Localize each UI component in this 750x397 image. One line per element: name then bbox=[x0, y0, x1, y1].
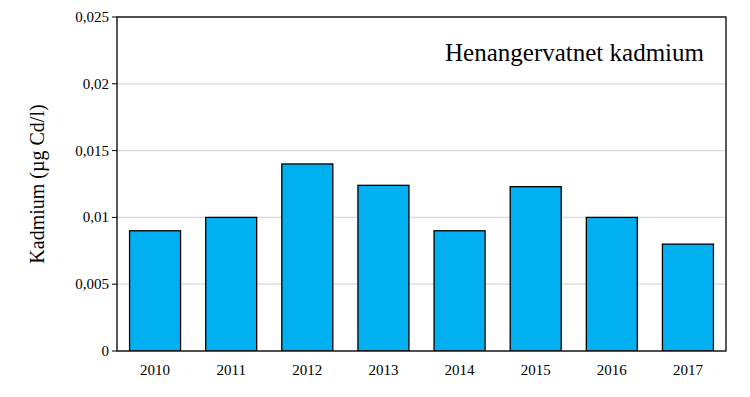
y-tick-label: 0,02 bbox=[83, 76, 109, 92]
x-tick-label: 2013 bbox=[368, 362, 398, 378]
tick-mark bbox=[112, 217, 117, 218]
tick-mark bbox=[112, 83, 117, 84]
background bbox=[0, 0, 750, 397]
tick-mark bbox=[112, 150, 117, 151]
bar bbox=[434, 231, 485, 351]
x-tick-label: 2010 bbox=[140, 362, 170, 378]
x-tick-label: 2012 bbox=[292, 362, 322, 378]
y-tick-label: 0,01 bbox=[83, 209, 109, 225]
bar bbox=[510, 187, 561, 351]
x-tick-label: 2017 bbox=[673, 362, 704, 378]
x-tick-label: 2014 bbox=[445, 362, 476, 378]
y-axis-label: Kadmium (µg Cd/l) bbox=[26, 104, 49, 263]
y-tick-label: 0,005 bbox=[75, 276, 109, 292]
bars bbox=[130, 164, 714, 351]
chart-container: 0 0,005 0,01 0,015 0,02 0,025 2010 2011 2012 2013… bbox=[0, 0, 750, 397]
grid-line bbox=[117, 150, 726, 151]
x-tick-label: 2015 bbox=[521, 362, 551, 378]
y-tick-label: 0,015 bbox=[75, 143, 109, 159]
grid-line bbox=[117, 83, 726, 84]
bar bbox=[130, 231, 181, 351]
chart-title: Henangervatnet kadmium bbox=[445, 39, 704, 66]
chart-svg: 0 0,005 0,01 0,015 0,02 0,025 2010 2011 2012 2013… bbox=[0, 0, 750, 397]
plot-frame bbox=[117, 17, 726, 351]
bar bbox=[586, 217, 637, 351]
tick-mark bbox=[112, 284, 117, 285]
bar bbox=[358, 185, 409, 351]
y-tick-label: 0,025 bbox=[75, 9, 109, 25]
tick-mark bbox=[112, 17, 117, 18]
tick-mark bbox=[112, 351, 117, 352]
bar bbox=[662, 244, 713, 351]
bar bbox=[206, 217, 257, 351]
x-tick-label: 2016 bbox=[597, 362, 628, 378]
bar bbox=[282, 164, 333, 351]
x-tick-label: 2011 bbox=[216, 362, 245, 378]
y-tick-label: 0 bbox=[102, 343, 110, 359]
